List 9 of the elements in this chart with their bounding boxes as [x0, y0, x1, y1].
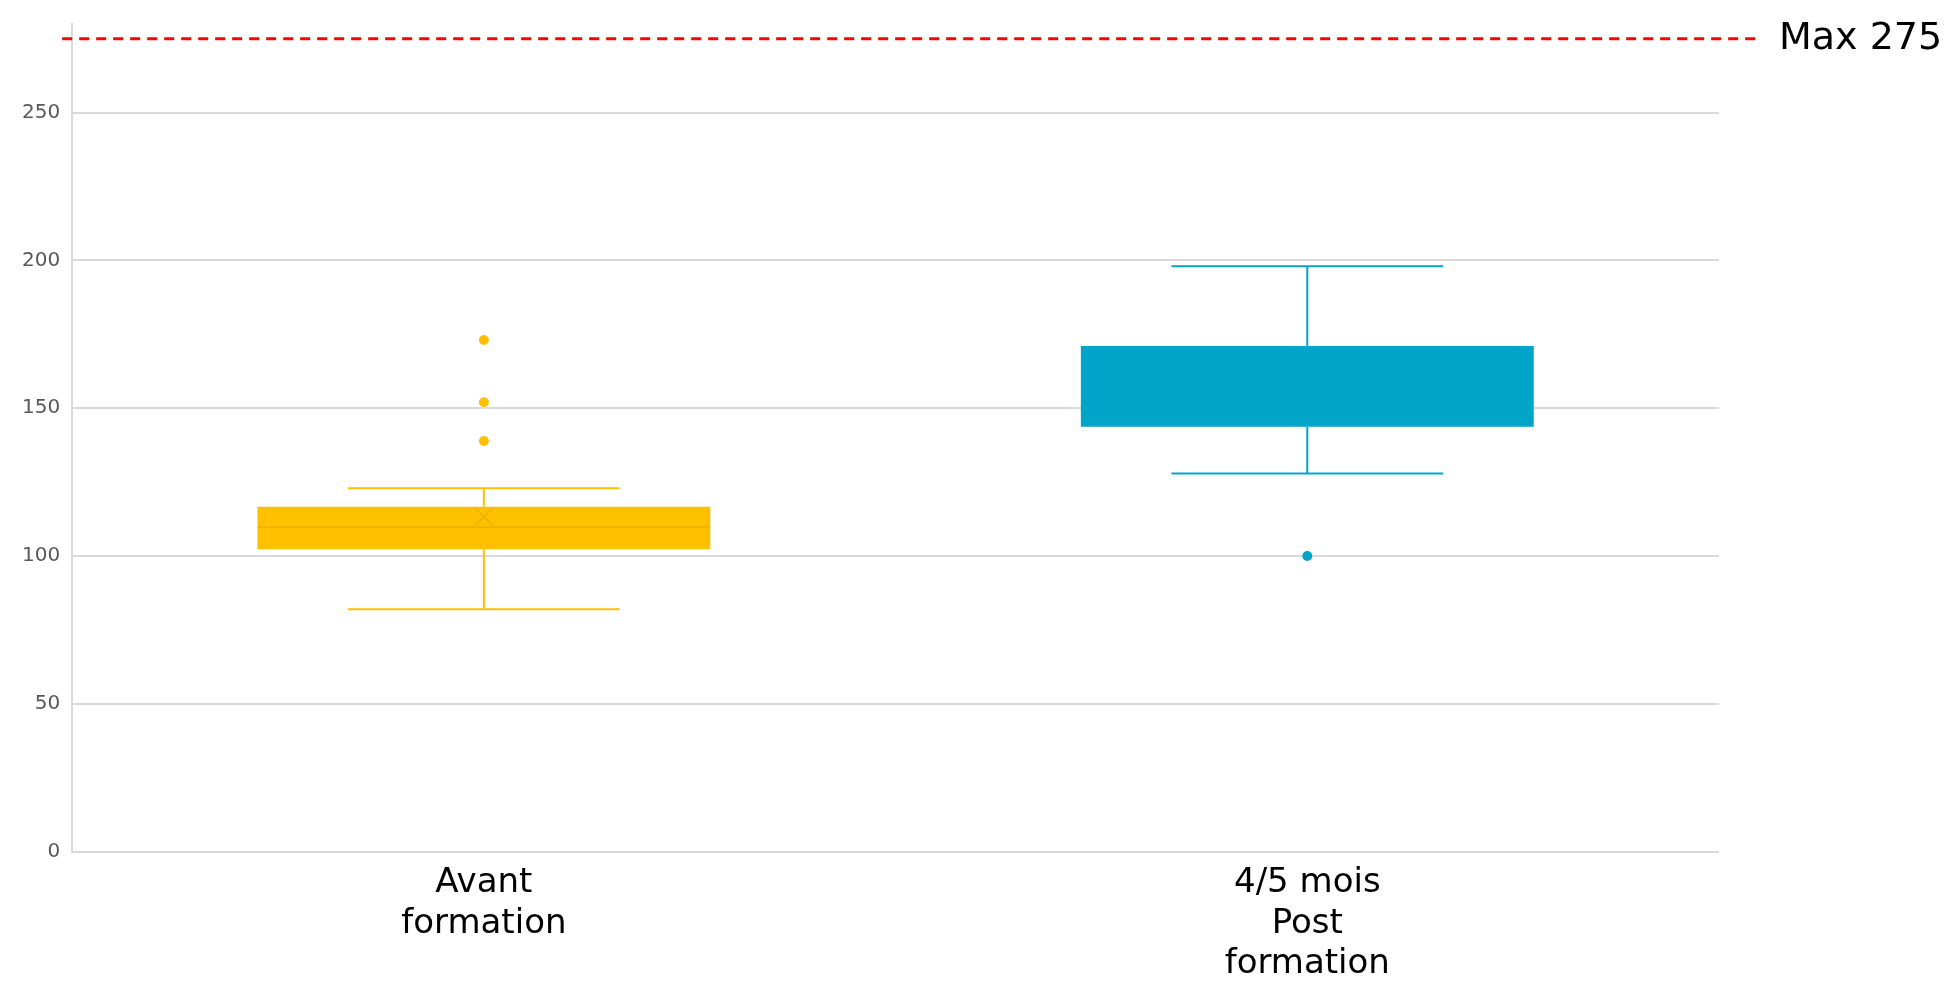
y-tick-label: 100 — [21, 542, 61, 567]
x-tick-label: Avant formation — [401, 859, 567, 941]
y-tick-label: 50 — [34, 690, 61, 715]
y-tick-label: 150 — [21, 394, 61, 419]
y-tick-label: 0 — [47, 837, 61, 862]
x-tick-label: 4/5 mois Post formation — [1224, 859, 1390, 982]
ref-line-label: Max 275 — [1779, 13, 1943, 58]
y-tick-label: 200 — [21, 246, 61, 271]
y-tick-label: 250 — [21, 98, 61, 123]
